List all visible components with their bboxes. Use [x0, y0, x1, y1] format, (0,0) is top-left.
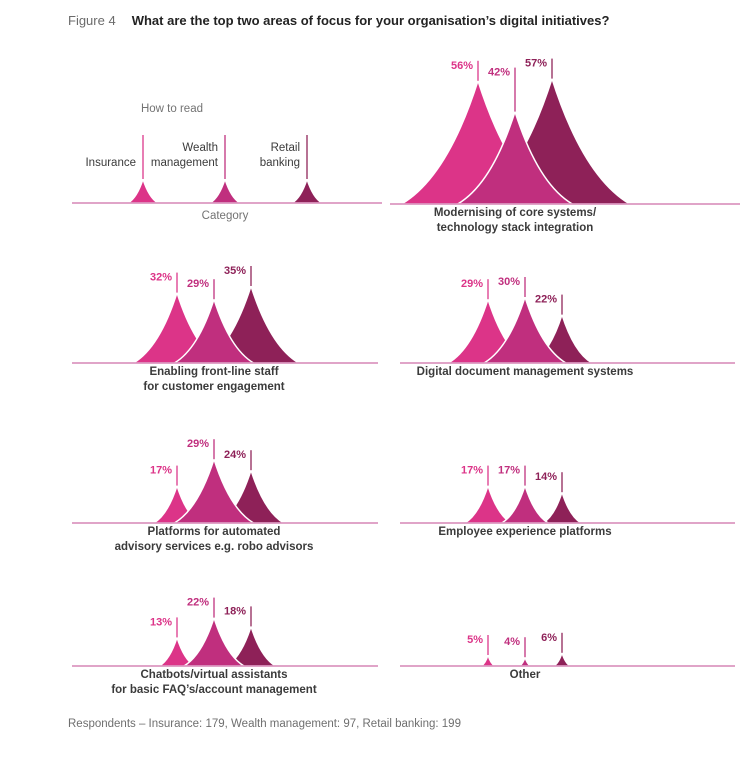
value-label: 4% [504, 636, 520, 648]
value-label: 56% [451, 60, 473, 72]
value-label: 24% [224, 449, 246, 461]
value-label: 6% [541, 632, 557, 644]
peak-chart-canvas: 5% 4% 6% [400, 632, 735, 667]
figure-number: Figure 4 [68, 13, 116, 28]
value-label: 29% [461, 278, 483, 290]
wealth-management-peak [454, 109, 576, 205]
value-label: 5% [467, 634, 483, 646]
value-label: 29% [187, 278, 209, 290]
chart-modernising-core-systems: 56% 42% 57% Modernising of core systems/tec… [390, 48, 740, 243]
chart-caption: Modernising of core systems/technology s… [433, 207, 597, 234]
value-label: 14% [535, 471, 557, 483]
value-label: 42% [488, 67, 510, 79]
value-label: 17% [498, 465, 520, 477]
chart-caption: Platforms for automated advisory services… [114, 526, 314, 553]
legend-series-label: Retail [271, 142, 300, 154]
wealth-management-peak [516, 654, 534, 667]
chart-caption: Employee experience platforms [438, 526, 612, 538]
value-label: 30% [498, 276, 520, 288]
value-label: 17% [461, 465, 483, 477]
retail-banking-peak [551, 650, 573, 667]
peak-chart-canvas: 17% 17% 14% [400, 465, 735, 524]
value-label: 18% [224, 605, 246, 617]
legend-series-label: Wealth [182, 142, 218, 154]
figure-title: What are the top two areas of focus for … [131, 13, 610, 28]
legend-series-label: Insurance [85, 157, 136, 169]
chart-caption: Chatbots/virtual assistants for basic FAQ… [111, 669, 317, 696]
figure-header: Figure 4 What are the top two areas of fo… [68, 13, 609, 28]
peak-chart-canvas: 13% 22% 18% [72, 597, 378, 667]
wealth-management-peak [171, 296, 257, 364]
retail-banking-legend-peak [289, 176, 325, 204]
value-label: 17% [150, 465, 172, 477]
wealth-management-legend-peak [207, 176, 243, 204]
value-label: 57% [525, 58, 547, 70]
legend-axis-caption: Category [201, 210, 249, 222]
value-label: 35% [224, 265, 246, 277]
value-label: 13% [150, 616, 172, 628]
value-label: 22% [187, 597, 209, 609]
chart-chatbots: 13% 22% 18% Chatbots/virtual assistants for … [72, 510, 378, 705]
legend-series-label: management [151, 157, 219, 169]
chart-caption: Other [509, 669, 541, 681]
chart-front-line-staff: 32% 29% 35% Enabling front-line staff for cu… [72, 207, 378, 402]
chart-digital-document-management: 29% 30% 22% Digital document management sys… [400, 207, 735, 402]
chart-other: 5% 4% 6% Other [400, 510, 735, 705]
peak-chart-canvas: 17% 29% 24% [72, 438, 378, 524]
peak-chart-canvas: 32% 29% 35% [72, 265, 378, 364]
wealth-management-peak [499, 483, 551, 524]
legend-canvas: Insurance Wealth management Retail banking [72, 135, 382, 204]
chart-caption: Digital document management systems [416, 366, 634, 378]
peak-chart-canvas: 29% 30% 22% [400, 276, 735, 364]
peak-chart-canvas: 56% 42% 57% [390, 58, 740, 205]
legend-series-label: banking [260, 157, 300, 169]
legend-heading: How to read [140, 103, 203, 115]
value-label: 22% [535, 294, 557, 306]
retail-banking-peak [540, 489, 584, 524]
value-label: 29% [187, 438, 209, 450]
chart-robo-advisors: 17% 29% 24% Platforms for automated advisory… [72, 367, 378, 562]
respondents-note: Respondents – Insurance: 179, Wealth man… [68, 718, 461, 730]
wealth-management-peak [481, 294, 569, 364]
legend-how-to-read: How to read Insurance Wealth management Reta… [72, 95, 382, 235]
insurance-legend-peak [125, 176, 161, 204]
value-label: 32% [150, 272, 172, 284]
wealth-management-peak [181, 615, 247, 667]
insurance-peak [478, 652, 498, 667]
chart-caption: Enabling front-line staff for customer en… [143, 366, 285, 393]
chart-employee-experience: 17% 17% 14% Employee experience platforms [400, 367, 735, 562]
wealth-management-peak [171, 456, 257, 524]
